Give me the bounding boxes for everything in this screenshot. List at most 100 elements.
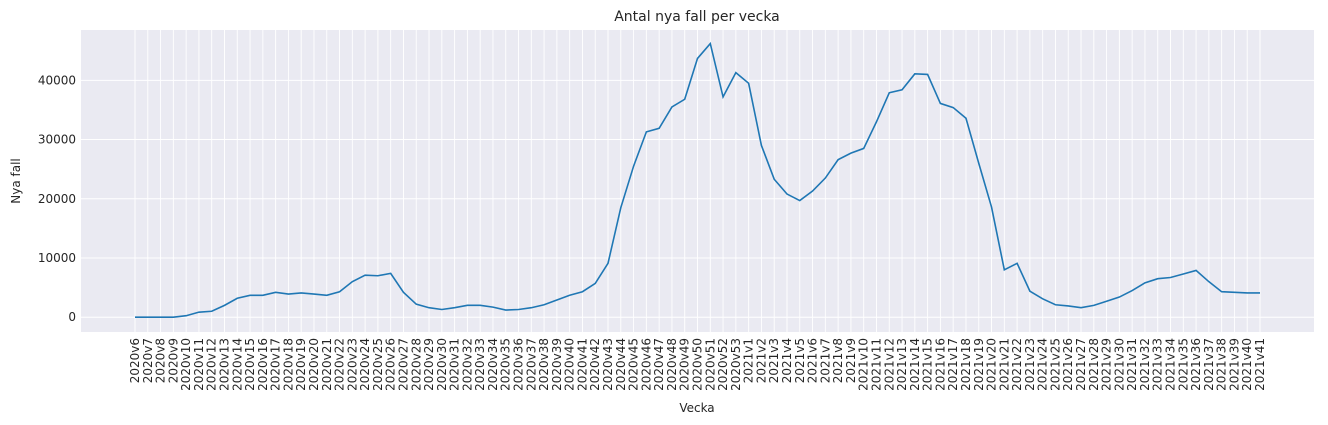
x-tick-label: 2021v31 (1125, 338, 1139, 391)
x-tick-label: 2020v15 (243, 338, 257, 391)
x-tick-label: 2020v30 (435, 338, 449, 391)
x-tick-label: 2021v9 (844, 338, 858, 383)
x-tick-label: 2020v31 (448, 338, 462, 391)
x-tick-label: 2020v53 (729, 338, 743, 391)
x-tick-label: 2020v51 (703, 338, 717, 391)
x-tick-label: 2020v20 (307, 338, 321, 391)
x-tick-label: 2020v6 (128, 338, 142, 383)
y-tick-label: 0 (68, 310, 76, 324)
x-tick-label: 2021v13 (895, 338, 909, 391)
x-tick-label: 2020v13 (217, 338, 231, 391)
x-tick-label: 2020v38 (537, 338, 551, 391)
x-tick-label: 2021v28 (1087, 338, 1101, 391)
x-tick-label: 2020v44 (614, 338, 628, 391)
x-tick-label: 2020v17 (269, 338, 283, 391)
x-axis-label: Vecka (679, 401, 714, 415)
x-tick-label: 2020v19 (294, 338, 308, 391)
x-tick-label: 2021v12 (882, 338, 896, 391)
x-tick-label: 2021v25 (1048, 338, 1062, 391)
x-tick-label: 2020v50 (691, 338, 705, 391)
x-tick-label: 2021v17 (946, 338, 960, 391)
x-tick-label: 2020v48 (665, 338, 679, 391)
gridlines (81, 30, 1314, 332)
x-tick-label: 2021v11 (869, 338, 883, 391)
x-tick-label: 2020v9 (166, 338, 180, 383)
x-tick-label: 2021v27 (1074, 338, 1088, 391)
x-tick-label: 2021v36 (1189, 338, 1203, 391)
x-tick-label: 2020v29 (422, 338, 436, 391)
x-tick-label: 2021v1 (742, 338, 756, 383)
y-tick-label: 10000 (38, 251, 76, 265)
x-tick-label: 2021v33 (1151, 338, 1165, 391)
x-tick-label: 2020v34 (486, 338, 500, 391)
x-tick-label: 2021v37 (1202, 338, 1216, 391)
x-tick-label: 2020v26 (384, 338, 398, 391)
y-tick-label: 30000 (38, 133, 76, 147)
x-tick-label: 2021v22 (1010, 338, 1024, 391)
x-tick-label: 2021v16 (933, 338, 947, 391)
x-tick-label: 2021v34 (1164, 338, 1178, 391)
x-tick-label: 2021v6 (806, 338, 820, 383)
x-tick-label: 2021v23 (1023, 338, 1037, 391)
x-tick-label: 2021v10 (857, 338, 871, 391)
x-tick-label: 2021v4 (780, 338, 794, 383)
x-tick-label: 2021v5 (793, 338, 807, 383)
x-tick-label: 2021v8 (831, 338, 845, 383)
x-tick-label: 2020v16 (256, 338, 270, 391)
x-tick-label: 2020v11 (192, 338, 206, 391)
x-axis-ticks: 2020v62020v72020v82020v92020v102020v1120… (128, 338, 1267, 391)
x-tick-label: 2020v39 (550, 338, 564, 391)
x-tick-label: 2021v14 (908, 338, 922, 391)
y-axis-ticks: 0 10000 20000 30000 40000 (38, 73, 76, 324)
x-tick-label: 2020v10 (179, 338, 193, 391)
x-tick-label: 2021v30 (1112, 338, 1126, 391)
x-tick-label: 2020v22 (333, 338, 347, 391)
x-tick-label: 2020v18 (281, 338, 295, 391)
x-tick-label: 2021v32 (1138, 338, 1152, 391)
x-tick-label: 2020v42 (588, 338, 602, 391)
x-tick-label: 2021v26 (1061, 338, 1075, 391)
x-tick-label: 2021v41 (1253, 338, 1267, 391)
x-tick-label: 2020v37 (524, 338, 538, 391)
x-tick-label: 2020v47 (652, 338, 666, 391)
x-tick-label: 2020v25 (371, 338, 385, 391)
x-tick-label: 2020v46 (639, 338, 653, 391)
x-tick-label: 2021v3 (767, 338, 781, 383)
x-tick-label: 2021v39 (1227, 338, 1241, 391)
x-tick-label: 2021v20 (985, 338, 999, 391)
series-line (135, 41, 1260, 318)
x-tick-label: 2021v40 (1240, 338, 1254, 391)
x-tick-label: 2021v2 (754, 338, 768, 383)
x-tick-label: 2020v33 (473, 338, 487, 391)
x-tick-label: 2021v24 (1036, 338, 1050, 391)
x-tick-label: 2020v43 (601, 338, 615, 391)
x-tick-label: 2021v15 (921, 338, 935, 391)
chart-title: Antal nya fall per vecka (614, 9, 780, 25)
x-tick-label: 2021v35 (1176, 338, 1190, 391)
x-tick-label: 2020v27 (396, 338, 410, 391)
x-tick-label: 2020v7 (141, 338, 155, 383)
x-tick-label: 2021v19 (972, 338, 986, 391)
x-tick-label: 2020v36 (512, 338, 526, 391)
x-tick-label: 2020v14 (230, 338, 244, 391)
x-tick-label: 2020v40 (563, 338, 577, 391)
x-tick-label: 2020v41 (575, 338, 589, 391)
x-tick-label: 2020v52 (716, 338, 730, 391)
x-tick-label: 2020v45 (627, 338, 641, 391)
x-tick-label: 2020v49 (678, 338, 692, 391)
x-tick-label: 2021v29 (1100, 338, 1114, 391)
x-tick-label: 2020v35 (499, 338, 513, 391)
x-tick-label: 2020v21 (320, 338, 334, 391)
x-tick-label: 2020v8 (154, 338, 168, 383)
x-tick-label: 2021v7 (818, 338, 832, 383)
y-tick-label: 20000 (38, 192, 76, 206)
x-tick-label: 2020v32 (460, 338, 474, 391)
x-tick-label: 2020v12 (205, 338, 219, 391)
x-tick-label: 2020v23 (345, 338, 359, 391)
x-tick-label: 2021v21 (997, 338, 1011, 391)
y-axis-label: Nya fall (9, 158, 23, 204)
y-tick-label: 40000 (38, 73, 76, 87)
x-tick-label: 2020v28 (409, 338, 423, 391)
x-tick-label: 2021v18 (959, 338, 973, 391)
